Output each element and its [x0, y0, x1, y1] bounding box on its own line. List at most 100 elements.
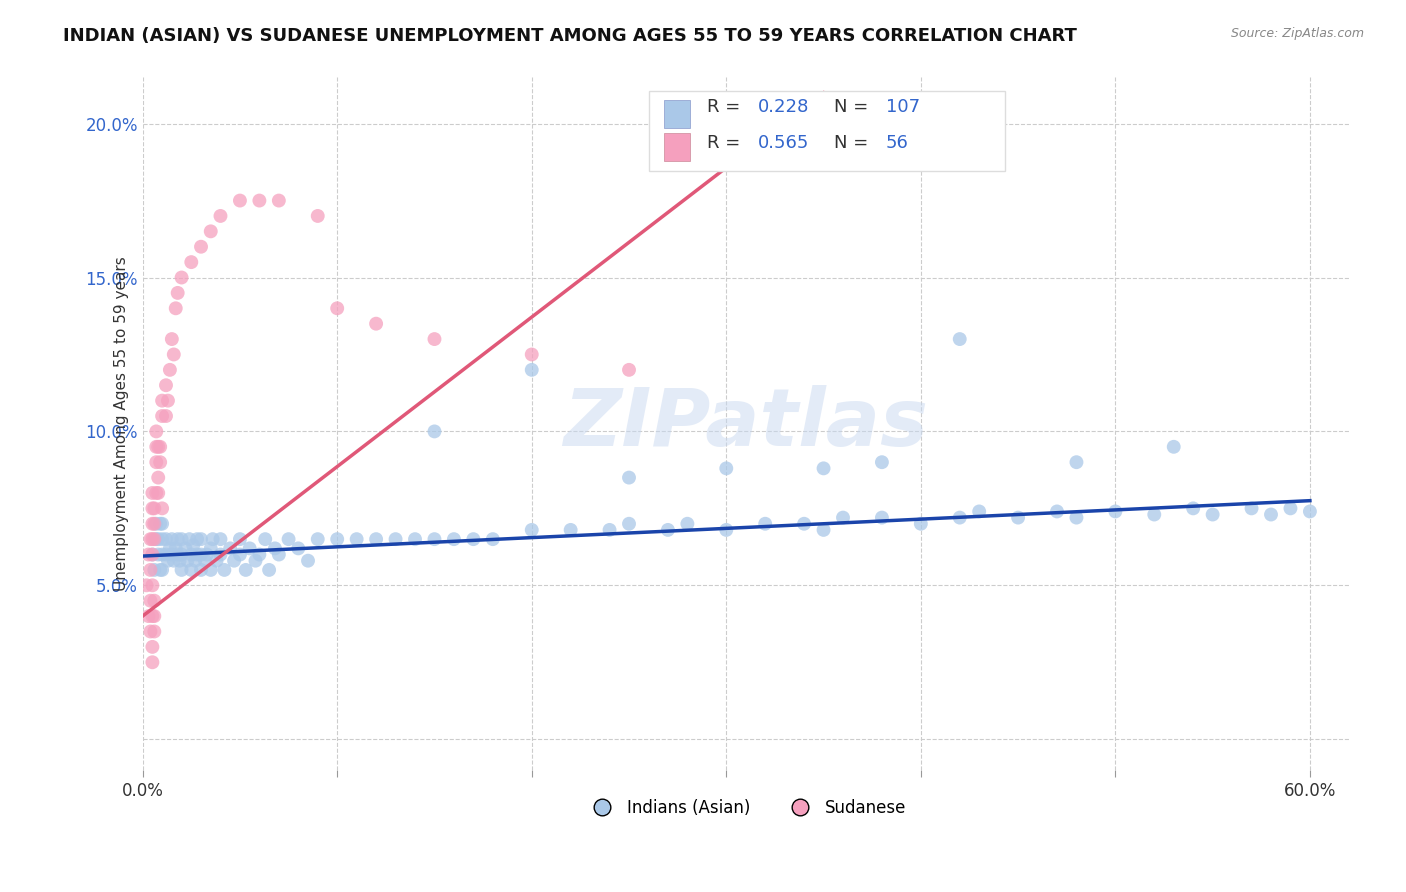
Text: R =: R = — [707, 98, 747, 116]
Point — [143, 501, 166, 516]
Point — [209, 532, 232, 546]
Point — [297, 554, 319, 568]
Point — [166, 532, 188, 546]
Point — [141, 578, 163, 592]
Point — [346, 532, 368, 546]
Point — [404, 532, 426, 546]
Point — [170, 563, 193, 577]
Point — [163, 347, 186, 361]
Point — [138, 609, 160, 624]
Point — [143, 609, 166, 624]
Text: 56: 56 — [886, 134, 908, 153]
Point — [1046, 504, 1069, 518]
Point — [247, 194, 270, 208]
Point — [176, 554, 198, 568]
Text: 0.228: 0.228 — [758, 98, 810, 116]
Point — [170, 548, 193, 562]
Point — [145, 532, 167, 546]
Point — [599, 523, 621, 537]
Point — [155, 532, 177, 546]
Point — [423, 425, 446, 439]
Text: R =: R = — [707, 134, 747, 153]
Point — [949, 332, 972, 346]
Point — [139, 593, 162, 607]
Point — [135, 578, 157, 592]
Point — [1260, 508, 1282, 522]
Point — [181, 538, 204, 552]
Point — [219, 541, 242, 556]
Point — [141, 640, 163, 654]
Point — [150, 393, 173, 408]
Point — [423, 332, 446, 346]
Point — [150, 532, 173, 546]
Point — [200, 541, 222, 556]
Text: ZIPatlas: ZIPatlas — [564, 384, 928, 463]
Point — [1104, 504, 1126, 518]
Point — [145, 486, 167, 500]
Point — [190, 240, 212, 254]
Point — [190, 563, 212, 577]
Point — [267, 194, 290, 208]
Point — [186, 548, 208, 562]
Point — [754, 516, 776, 531]
Point — [793, 516, 815, 531]
Point — [150, 501, 173, 516]
Point — [229, 194, 252, 208]
Point — [139, 624, 162, 639]
Point — [149, 563, 172, 577]
Point — [179, 532, 201, 546]
Point — [967, 504, 990, 518]
Point — [1163, 440, 1185, 454]
Point — [235, 563, 257, 577]
Point — [520, 363, 543, 377]
Point — [443, 532, 465, 546]
Point — [190, 548, 212, 562]
Text: 0.565: 0.565 — [758, 134, 810, 153]
Point — [148, 486, 170, 500]
Point — [326, 301, 349, 316]
FancyBboxPatch shape — [664, 133, 690, 161]
Point — [159, 363, 181, 377]
Point — [145, 425, 167, 439]
Point — [180, 563, 202, 577]
Point — [1007, 510, 1029, 524]
Point — [150, 563, 173, 577]
Point — [910, 516, 932, 531]
Point — [141, 516, 163, 531]
Point — [229, 548, 252, 562]
Point — [205, 554, 228, 568]
Point — [813, 523, 835, 537]
Point — [141, 548, 163, 562]
Point — [287, 541, 309, 556]
Point — [560, 523, 582, 537]
Point — [463, 532, 485, 546]
Point — [141, 486, 163, 500]
Point — [870, 510, 893, 524]
Point — [143, 593, 166, 607]
Point — [156, 554, 179, 568]
Text: Source: ZipAtlas.com: Source: ZipAtlas.com — [1230, 27, 1364, 40]
Point — [1279, 501, 1302, 516]
Point — [141, 532, 163, 546]
Point — [148, 548, 170, 562]
Point — [384, 532, 406, 546]
Point — [166, 548, 188, 562]
Point — [307, 532, 329, 546]
Point — [326, 532, 349, 546]
Point — [184, 554, 207, 568]
Point — [145, 440, 167, 454]
Point — [870, 455, 893, 469]
Point — [143, 532, 166, 546]
FancyBboxPatch shape — [650, 91, 1005, 171]
Point — [141, 655, 163, 669]
Text: N =: N = — [834, 134, 873, 153]
Point — [145, 516, 167, 531]
Point — [617, 470, 640, 484]
Point — [214, 563, 236, 577]
Point — [139, 563, 162, 577]
Point — [482, 532, 505, 546]
Point — [1240, 501, 1263, 516]
Point — [150, 548, 173, 562]
Point — [170, 270, 193, 285]
Point — [617, 363, 640, 377]
